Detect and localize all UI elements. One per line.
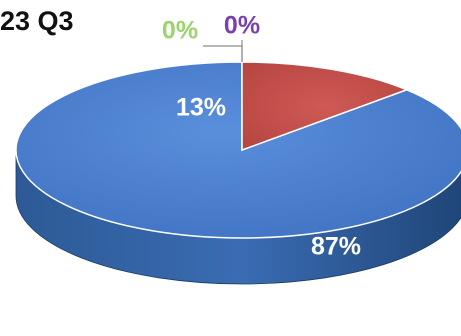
slice-label: 0% [162, 17, 198, 45]
chart-title: 23 Q3 [0, 6, 74, 36]
pie-slice [15, 61, 461, 239]
slice-label: 13% [176, 94, 226, 122]
slice-label: 87% [311, 233, 361, 261]
pie-slice [241, 61, 409, 152]
leader-line [203, 45, 243, 62]
slice-label: 0% [224, 12, 260, 40]
